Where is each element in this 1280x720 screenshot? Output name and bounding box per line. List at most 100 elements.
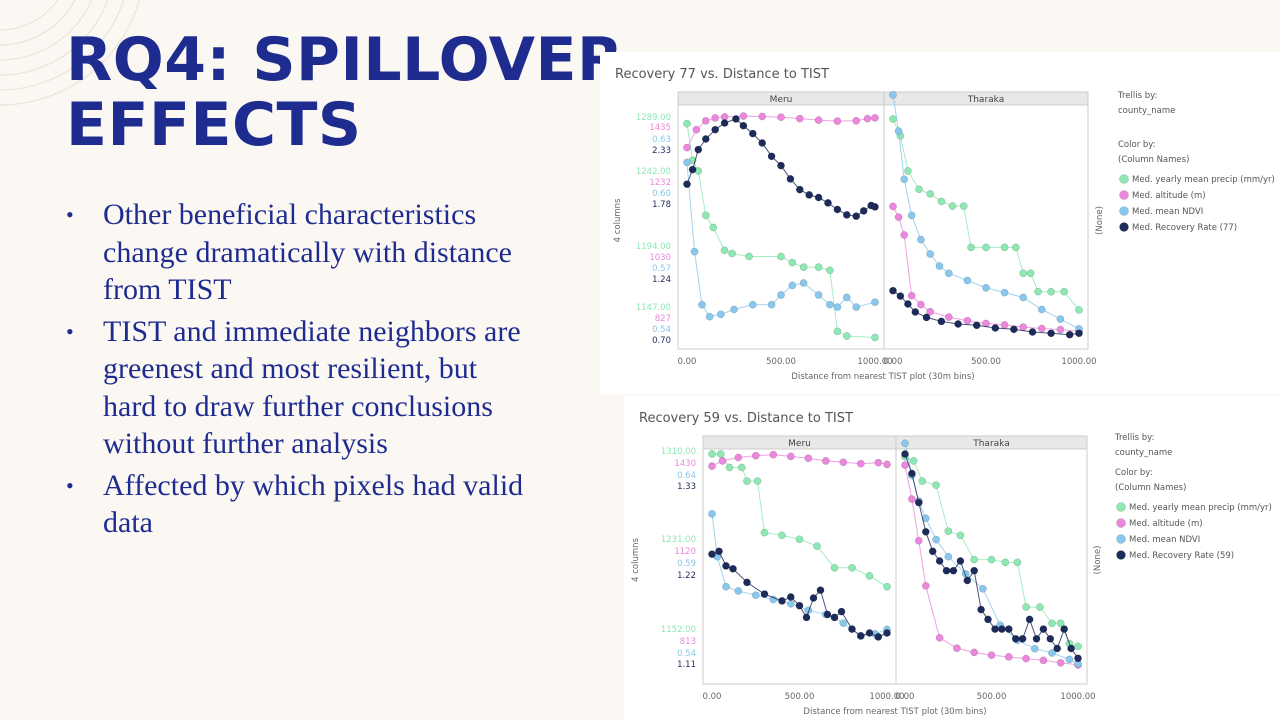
series-line-tharaka-precip: [904, 456, 1079, 647]
data-point-tharaka-recovery-2: [904, 300, 912, 308]
chart-recovery-77: Recovery 77 vs. Distance to TIST Meru Thar…: [613, 67, 1275, 382]
y-tick-precip-0: 1310.00: [661, 447, 696, 457]
chart-recovery-59: Recovery 59 vs. Distance to TIST Meru Thar…: [631, 411, 1272, 717]
data-point-meru-precip-10: [830, 563, 839, 572]
data-point-tharaka-altitude-4: [935, 633, 944, 642]
data-point-meru-precip-3: [737, 463, 746, 472]
data-point-meru-altitude-4: [769, 450, 778, 459]
data-point-tharaka-recovery-1: [896, 292, 905, 300]
data-point-tharaka-altitude-11: [1056, 658, 1065, 667]
x-tick-1-2: 1000.00: [1061, 357, 1096, 367]
data-point-meru-recovery-10: [767, 152, 776, 161]
data-point-meru-ndvi-10: [799, 279, 808, 287]
panel-label-meru: Meru: [788, 439, 811, 449]
data-point-meru-altitude-1: [718, 457, 727, 465]
data-point-meru-recovery-10: [809, 594, 818, 602]
x-tick-0-0: 0.00: [678, 357, 697, 367]
data-point-meru-altitude-5: [739, 112, 748, 120]
data-point-meru-recovery-2: [722, 562, 730, 570]
data-point-tharaka-altitude-7: [963, 316, 972, 325]
data-point-meru-precip-5: [753, 477, 762, 485]
legend-label-recovery: Med. Recovery Rate (59): [1129, 551, 1234, 561]
bullet-item-1: Other beneficial characteristics change …: [66, 196, 536, 309]
legend-swatch-precip: [1116, 502, 1126, 512]
data-point-meru-ndvi-9: [839, 619, 848, 627]
data-point-tharaka-ndvi-6: [935, 262, 944, 270]
data-point-meru-recovery-19: [852, 212, 861, 221]
data-point-tharaka-ndvi-11: [1019, 293, 1028, 302]
data-point-tharaka-ndvi-11: [1048, 649, 1056, 657]
series-line-meru-precip: [686, 123, 876, 338]
data-point-meru-recovery-14: [805, 191, 814, 199]
y-tick-precip-3: 1147.00: [636, 303, 671, 313]
data-point-tharaka-recovery-11: [977, 605, 985, 614]
data-point-meru-ndvi-6: [786, 599, 795, 608]
data-point-meru-recovery-15: [848, 625, 856, 633]
data-point-meru-precip-10: [799, 263, 808, 272]
y-tick-altitude-3: 827: [655, 314, 671, 324]
data-point-meru-precip-15: [871, 333, 879, 342]
data-point-tharaka-precip-11: [1036, 603, 1044, 611]
data-point-meru-recovery-9: [802, 613, 811, 622]
x-tick-1-1: 500.00: [977, 692, 1007, 702]
legend-label-ndvi: Med. mean NDVI: [1132, 207, 1203, 217]
data-point-meru-recovery-3: [729, 564, 737, 573]
data-point-meru-altitude-7: [821, 457, 830, 465]
data-point-meru-altitude-6: [758, 112, 767, 121]
right-axis-label: (None): [1093, 546, 1103, 575]
data-point-tharaka-precip-2: [904, 167, 912, 175]
data-point-meru-recovery-6: [732, 115, 740, 123]
bullet-item-2: TIST and immediate neighbors are greenes…: [66, 313, 536, 463]
y-axis-label: 4 columns: [613, 198, 623, 242]
y-tick-ndvi-0: 0.63: [652, 135, 671, 145]
legend-label-recovery: Med. Recovery Rate (77): [1132, 223, 1237, 233]
data-point-meru-precip-6: [728, 249, 736, 258]
data-point-tharaka-precip-4: [926, 190, 935, 198]
data-point-meru-altitude-3: [711, 114, 720, 122]
data-point-meru-ndvi-2: [722, 582, 730, 591]
data-point-tharaka-recovery-13: [1075, 329, 1083, 338]
data-point-meru-precip-12: [865, 572, 874, 580]
data-point-tharaka-ndvi-8: [963, 276, 972, 285]
data-point-tharaka-precip-8: [1001, 558, 1010, 567]
data-point-meru-precip-14: [842, 332, 851, 340]
data-point-tharaka-recovery-17: [1018, 634, 1027, 643]
panel-label-tharaka: Tharaka: [967, 95, 1005, 105]
series-line-tharaka-altitude: [904, 465, 1079, 666]
data-point-tharaka-precip-1: [909, 456, 918, 465]
data-point-meru-recovery-12: [823, 610, 832, 619]
x-tick-1-2: 1000.00: [1060, 692, 1095, 702]
data-point-tharaka-recovery-6: [942, 566, 951, 575]
data-point-meru-recovery-1: [688, 165, 697, 174]
data-point-tharaka-recovery-5: [935, 557, 944, 565]
data-point-meru-recovery-7: [786, 593, 795, 601]
data-point-meru-altitude-10: [874, 458, 883, 467]
data-point-meru-precip-3: [701, 211, 710, 220]
data-point-tharaka-altitude-6: [970, 648, 979, 657]
data-point-meru-precip-12: [826, 266, 834, 275]
legend-label-altitude: Med. altitude (m): [1132, 191, 1206, 201]
data-point-tharaka-precip-5: [937, 197, 946, 206]
data-point-tharaka-precip-12: [1019, 269, 1028, 278]
series-line-tharaka-recovery: [892, 290, 1080, 336]
legend-label-altitude: Med. altitude (m): [1129, 519, 1203, 529]
data-point-tharaka-precip-9: [982, 243, 990, 252]
data-point-meru-recovery-20: [859, 207, 868, 215]
chart-2-background: [624, 396, 1280, 720]
y-tick-recovery-3: 0.70: [652, 336, 671, 346]
data-point-tharaka-precip-7: [959, 202, 968, 210]
data-point-meru-precip-13: [833, 327, 842, 336]
data-point-meru-recovery-17: [833, 205, 842, 214]
data-point-meru-recovery-18: [874, 633, 883, 641]
data-point-meru-precip-0: [708, 450, 716, 458]
data-point-meru-recovery-12: [786, 175, 795, 183]
data-point-tharaka-recovery-10: [970, 566, 979, 575]
data-point-tharaka-recovery-0: [889, 286, 897, 295]
data-point-tharaka-altitude-12: [1056, 325, 1065, 334]
data-point-tharaka-recovery-4: [922, 313, 931, 322]
data-point-meru-recovery-8: [795, 601, 804, 610]
data-point-tharaka-ndvi-9: [982, 283, 990, 292]
data-point-tharaka-recovery-11: [1047, 329, 1055, 338]
data-point-tharaka-ndvi-5: [926, 250, 935, 258]
y-tick-ndvi-1: 0.60: [652, 189, 671, 199]
